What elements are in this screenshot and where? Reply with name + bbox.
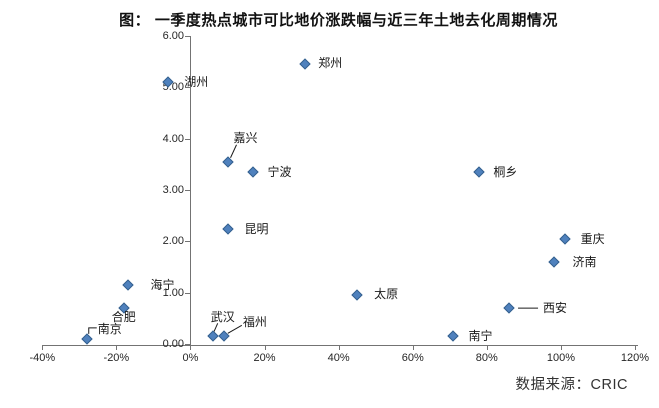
scatter-point-桐乡 — [473, 166, 486, 178]
scatter-point-武汉 — [207, 330, 219, 342]
x-axis-tick-label: 40% — [327, 352, 350, 364]
x-axis-tick — [560, 346, 562, 350]
x-axis-tick — [264, 346, 266, 350]
point-label-南宁: 南宁 — [468, 329, 493, 344]
y-axis-tick-label: 1.00 — [162, 286, 184, 299]
point-label-重庆: 重庆 — [580, 231, 605, 246]
x-axis-tick — [338, 346, 340, 350]
x-axis-tick — [486, 346, 488, 350]
x-axis-tick-label: 80% — [475, 352, 498, 364]
scatter-point-南宁 — [447, 330, 460, 342]
scatter-point-重庆 — [558, 233, 571, 245]
x-axis-tick-label: 60% — [401, 352, 424, 364]
point-label-西安: 西安 — [543, 301, 568, 316]
scatter-point-南京 — [81, 333, 93, 345]
scatter-point-嘉兴 — [221, 156, 234, 168]
x-axis-tick-label: -20% — [103, 352, 130, 364]
scatter-point-福州 — [218, 330, 230, 342]
point-label-济南: 济南 — [572, 254, 597, 269]
point-label-南京: 南京 — [97, 321, 122, 336]
x-axis-tick — [412, 346, 414, 350]
y-axis-tick-label: 3.00 — [162, 184, 184, 196]
x-axis-tick — [42, 346, 44, 350]
scatter-point-济南 — [547, 256, 560, 268]
leader-line-嘉兴 — [230, 144, 237, 158]
leader-line-福州 — [227, 324, 243, 334]
chart-title: 图： 一季度热点城市可比地价涨跌幅与近三年土地去化周期情况 — [119, 12, 558, 29]
point-label-嘉兴: 嘉兴 — [233, 130, 258, 145]
x-axis-tick-label: 20% — [253, 352, 276, 364]
x-axis-tick-label: -40% — [29, 352, 56, 364]
point-label-太原: 太原 — [374, 287, 399, 302]
y-axis-tick-label: 4.00 — [162, 132, 184, 145]
y-axis-tick — [185, 87, 190, 89]
x-axis-tick-label: 120% — [620, 352, 650, 364]
y-axis-tick — [185, 138, 190, 140]
point-label-合肥: 合肥 — [111, 310, 136, 325]
scatter-point-西安 — [503, 302, 515, 314]
scatter-point-昆明 — [221, 222, 234, 235]
point-label-福州: 福州 — [242, 315, 267, 330]
scatter-point-太原 — [351, 289, 363, 301]
x-axis-tick — [116, 346, 118, 350]
y-axis-tick-label: 0.00 — [162, 338, 184, 350]
y-axis-tick — [185, 36, 190, 37]
x-axis-tick-label: 0% — [182, 352, 199, 364]
scatter-point-宁波 — [247, 166, 260, 178]
y-axis-tick — [185, 292, 190, 294]
scatter-point-郑州 — [299, 58, 311, 70]
y-axis-tick-label: 6.00 — [162, 30, 184, 42]
point-label-郑州: 郑州 — [318, 56, 343, 71]
x-axis-tick-label: 100% — [546, 352, 575, 364]
point-label-湖州: 湖州 — [184, 75, 209, 90]
y-axis-line — [190, 36, 191, 345]
point-label-宁波: 宁波 — [267, 165, 292, 180]
x-axis-line — [42, 345, 638, 346]
y-axis-tick — [185, 190, 190, 191]
x-axis-tick — [190, 346, 192, 350]
point-label-武汉: 武汉 — [210, 310, 235, 325]
data-source-label: 数据来源：CRIC — [515, 377, 628, 393]
scatter-point-海宁 — [121, 279, 134, 291]
point-label-桐乡: 桐乡 — [493, 165, 518, 180]
leader-line-南京 — [88, 327, 97, 334]
y-axis-tick-label: 2.00 — [162, 235, 184, 248]
y-axis-tick — [185, 241, 190, 243]
point-label-海宁: 海宁 — [150, 277, 175, 292]
y-axis-tick — [185, 344, 190, 345]
x-axis-tick — [635, 346, 636, 350]
point-label-昆明: 昆明 — [244, 221, 269, 236]
